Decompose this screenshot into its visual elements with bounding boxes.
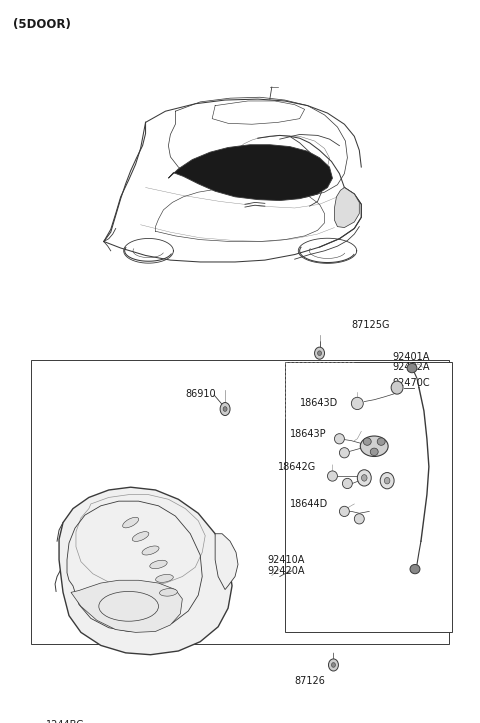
Ellipse shape: [142, 546, 159, 555]
Ellipse shape: [377, 438, 385, 445]
Ellipse shape: [327, 471, 337, 481]
Ellipse shape: [159, 589, 177, 596]
Ellipse shape: [318, 351, 322, 356]
Text: 86910: 86910: [185, 389, 216, 399]
Ellipse shape: [360, 436, 388, 456]
Text: 1244BG: 1244BG: [46, 720, 85, 723]
Ellipse shape: [220, 403, 230, 416]
Ellipse shape: [150, 560, 167, 569]
Ellipse shape: [335, 434, 344, 444]
Ellipse shape: [314, 347, 324, 359]
Ellipse shape: [361, 474, 367, 481]
Text: 18643D: 18643D: [300, 398, 338, 408]
Circle shape: [410, 565, 420, 574]
Circle shape: [81, 690, 91, 699]
Ellipse shape: [354, 514, 364, 524]
Ellipse shape: [380, 473, 394, 489]
Text: (5DOOR): (5DOOR): [13, 18, 71, 31]
Text: 92402A: 92402A: [392, 362, 430, 372]
Ellipse shape: [357, 470, 371, 486]
Polygon shape: [71, 581, 182, 633]
Polygon shape: [215, 534, 238, 589]
Text: 87126: 87126: [294, 676, 325, 686]
Ellipse shape: [339, 448, 349, 458]
Ellipse shape: [342, 479, 352, 489]
Circle shape: [407, 364, 417, 373]
Ellipse shape: [339, 506, 349, 516]
Ellipse shape: [332, 662, 336, 667]
Ellipse shape: [223, 407, 227, 411]
Text: 18644D: 18644D: [290, 499, 328, 509]
Bar: [285, 362, 452, 633]
Text: 87125G: 87125G: [351, 320, 390, 330]
Ellipse shape: [391, 381, 403, 394]
Polygon shape: [335, 187, 360, 228]
Ellipse shape: [384, 477, 390, 484]
Ellipse shape: [122, 517, 139, 528]
Ellipse shape: [370, 448, 378, 455]
Text: 92420A: 92420A: [268, 566, 305, 576]
Ellipse shape: [132, 531, 149, 542]
Ellipse shape: [363, 438, 371, 445]
Bar: [31, 360, 449, 643]
Text: 18642G: 18642G: [278, 462, 316, 471]
Text: 92470C: 92470C: [392, 378, 430, 388]
Ellipse shape: [156, 575, 173, 582]
Text: 92401A: 92401A: [392, 352, 430, 362]
Ellipse shape: [351, 398, 363, 409]
Ellipse shape: [328, 659, 338, 671]
Text: 18643P: 18643P: [290, 429, 326, 439]
Text: 92410A: 92410A: [268, 555, 305, 565]
Polygon shape: [168, 145, 333, 200]
Polygon shape: [59, 487, 232, 655]
